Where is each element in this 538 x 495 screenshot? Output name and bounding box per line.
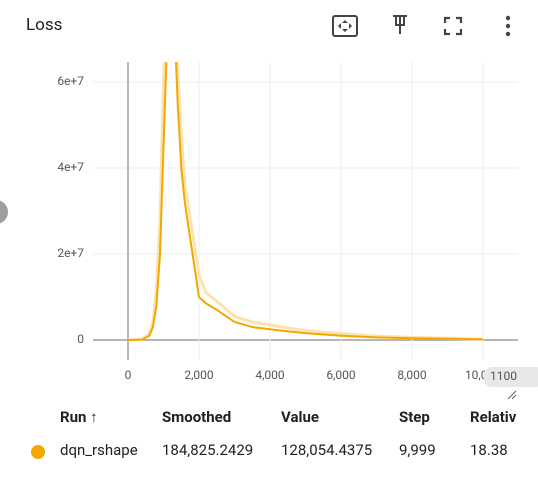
chart: 02e+74e+76e+70 2,000 4,000 6,000 8,000 10,000…	[0, 62, 538, 400]
resize-handle	[507, 390, 517, 400]
y-tick-label: 6e+7	[57, 74, 84, 88]
y-tick-label: 2e+7	[57, 246, 84, 260]
column-header[interactable]: Smoothed	[162, 408, 232, 426]
y-tick-label: 4e+7	[57, 160, 84, 174]
raw-line	[127, 62, 484, 342]
cursor-label: 1100	[490, 369, 517, 383]
x-tick-label: 8,000	[397, 368, 427, 382]
column-header[interactable]: Relativ	[470, 408, 517, 426]
more-menu-icon[interactable]	[498, 12, 518, 40]
column-header[interactable]: Step	[399, 408, 430, 426]
run-table: Run ↑ Smoothed Value Step Relativ dqn_rshape 1…	[0, 404, 538, 474]
table-cell: 128,054.4375	[281, 441, 373, 459]
table-cell: 184,825.2429	[162, 441, 254, 459]
y-tick-label: 0	[77, 332, 84, 346]
run-color-dot	[31, 445, 45, 459]
card-title: Loss	[26, 15, 63, 35]
fullscreen-icon[interactable]	[441, 12, 465, 40]
x-tick-label: 0	[125, 368, 132, 382]
x-tick-label: 6,000	[326, 368, 356, 382]
table-cell: dqn_rshape	[60, 441, 138, 459]
pin-icon[interactable]	[388, 12, 412, 40]
table-cell: 9,999	[399, 441, 436, 459]
side-toggle[interactable]	[0, 200, 8, 224]
smoothed-line	[127, 62, 484, 341]
data-selection-icon[interactable]	[330, 12, 360, 40]
column-header[interactable]: Value	[281, 408, 319, 426]
table-cell: 18.38	[470, 441, 508, 459]
x-tick-label: 2,000	[184, 368, 214, 382]
x-tick-label: 4,000	[255, 368, 285, 382]
column-header[interactable]: Run ↑	[60, 408, 98, 426]
cursor-label-box	[484, 367, 538, 387]
